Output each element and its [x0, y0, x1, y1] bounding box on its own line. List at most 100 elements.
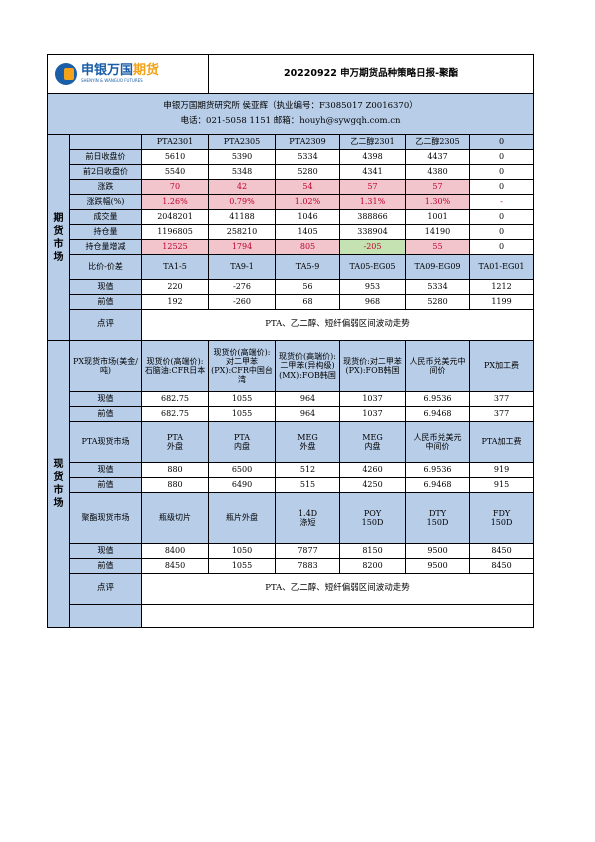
- table-cell: 1212: [469, 279, 535, 295]
- table-cell: 0.79%: [208, 194, 277, 210]
- table-cell: 1794: [208, 239, 277, 255]
- table-cell: 682.75: [140, 391, 210, 407]
- table-cell: 5390: [208, 149, 277, 165]
- px-header-label: PX现货市场(美金/吨): [69, 340, 142, 392]
- pta-col-header: PTA 外盘: [140, 421, 210, 463]
- table-cell: 5280: [275, 164, 341, 180]
- table-cell: 915: [469, 477, 535, 493]
- report-table: 申银万国期货 SHENYIN & WANGUO FUTURES 20220922…: [46, 54, 535, 628]
- pta-header-label: PTA现货市场: [69, 421, 142, 463]
- futures-col-header: 乙二醇2301: [339, 134, 407, 150]
- table-cell: 377: [469, 391, 535, 407]
- table-cell: 57: [339, 179, 407, 195]
- logo-cell: 申银万国期货 SHENYIN & WANGUO FUTURES: [46, 54, 210, 94]
- table-cell: 2048201: [140, 209, 210, 225]
- contact-line: 电话：021-5058 1151 邮箱：houyh@sywgqh.com.cn: [180, 116, 401, 126]
- table-cell: 805: [275, 239, 341, 255]
- table-cell: 1055: [208, 406, 277, 422]
- table-cell: 220: [140, 279, 210, 295]
- spot-section-label: 现货市场: [47, 340, 70, 628]
- table-cell: 0: [469, 224, 535, 240]
- logo-cn-highlight: 期货: [133, 63, 160, 79]
- table-cell: 964: [275, 391, 341, 407]
- comment-label: 点评: [69, 573, 142, 605]
- table-cell: 953: [339, 279, 407, 295]
- table-cell: 6.9468: [405, 477, 471, 493]
- row-label: 现值: [69, 279, 142, 295]
- table-cell: 5334: [405, 279, 471, 295]
- spot-comment: PTA、乙二醇、短纤偏弱区间波动走势: [140, 573, 535, 605]
- futures-col-header: 0: [469, 134, 535, 150]
- table-cell: 8450: [469, 558, 535, 574]
- row-label: 前值: [69, 558, 142, 574]
- row-label: 持仓量增减: [69, 239, 142, 255]
- table-cell: 42: [208, 179, 277, 195]
- futures-col-header: [69, 134, 142, 150]
- table-cell: 1055: [208, 558, 277, 574]
- pta-col-header: PTA加工费: [469, 421, 535, 463]
- table-cell: 56: [275, 279, 341, 295]
- table-cell: 968: [339, 294, 407, 310]
- table-cell: 57: [405, 179, 471, 195]
- table-cell: 4437: [405, 149, 471, 165]
- futures-comment: PTA、乙二醇、短纤偏弱区间波动走势: [140, 309, 535, 341]
- px-col-header: 现货价:对二甲苯(PX):FOB韩国: [339, 340, 407, 392]
- table-cell: 5348: [208, 164, 277, 180]
- table-cell: -276: [208, 279, 277, 295]
- px-col-header: 现货价(高端价):石脑油:CFR日本: [140, 340, 210, 392]
- table-cell: -205: [339, 239, 407, 255]
- table-cell: 4250: [339, 477, 407, 493]
- table-cell: 964: [275, 406, 341, 422]
- poly-col-header: POY 150D: [339, 492, 407, 544]
- table-cell: 1199: [469, 294, 535, 310]
- table-cell: 6490: [208, 477, 277, 493]
- table-cell: 9500: [405, 558, 471, 574]
- logo-cn-text: 申银万国: [81, 63, 134, 79]
- table-cell: 1055: [208, 391, 277, 407]
- table-cell: 5280: [405, 294, 471, 310]
- table-cell: 1046: [275, 209, 341, 225]
- spot-filler: [140, 604, 535, 628]
- table-cell: 1.02%: [275, 194, 341, 210]
- pta-col-header: MEG 外盘: [275, 421, 341, 463]
- table-cell: 1.31%: [339, 194, 407, 210]
- table-cell: 5540: [140, 164, 210, 180]
- table-cell: 4380: [405, 164, 471, 180]
- row-label: 成交量: [69, 209, 142, 225]
- table-cell: 919: [469, 462, 535, 478]
- px-col-header: PX加工费: [469, 340, 535, 392]
- table-cell: 1050: [208, 543, 277, 559]
- futures-col-header: PTA2305: [208, 134, 277, 150]
- table-cell: 7877: [275, 543, 341, 559]
- section-label-text: 期货市场: [53, 212, 64, 263]
- table-cell: 6.9536: [405, 462, 471, 478]
- table-cell: 1037: [339, 391, 407, 407]
- table-cell: 880: [140, 477, 210, 493]
- table-cell: 4341: [339, 164, 407, 180]
- futures-col-header: PTA2301: [140, 134, 210, 150]
- table-cell: 14190: [405, 224, 471, 240]
- table-cell: 6.9536: [405, 391, 471, 407]
- table-cell: 515: [275, 477, 341, 493]
- futures-col-header: PTA2309: [275, 134, 341, 150]
- pta-col-header: MEG 内盘: [339, 421, 407, 463]
- row-label: 前值: [69, 477, 142, 493]
- table-cell: 388866: [339, 209, 407, 225]
- spread-col-header: TA01-EG01: [469, 254, 535, 280]
- futures-col-header: 乙二醇2305: [405, 134, 471, 150]
- spread-col-header: TA5-9: [275, 254, 341, 280]
- table-cell: 512: [275, 462, 341, 478]
- table-cell: 12525: [140, 239, 210, 255]
- table-cell: 1196805: [140, 224, 210, 240]
- px-col-header: 现货价(高端价):二甲苯(异构级)(MX):FOB韩国: [275, 340, 341, 392]
- row-label: 前值: [69, 294, 142, 310]
- table-cell: 8450: [140, 558, 210, 574]
- spread-col-header: TA9-1: [208, 254, 277, 280]
- spread-header-label: 比价-价差: [69, 254, 142, 280]
- table-cell: 4398: [339, 149, 407, 165]
- table-cell: 5334: [275, 149, 341, 165]
- poly-col-header: 瓶级切片: [140, 492, 210, 544]
- comment-label: 点评: [69, 309, 142, 341]
- table-cell: 682.75: [140, 406, 210, 422]
- table-cell: 54: [275, 179, 341, 195]
